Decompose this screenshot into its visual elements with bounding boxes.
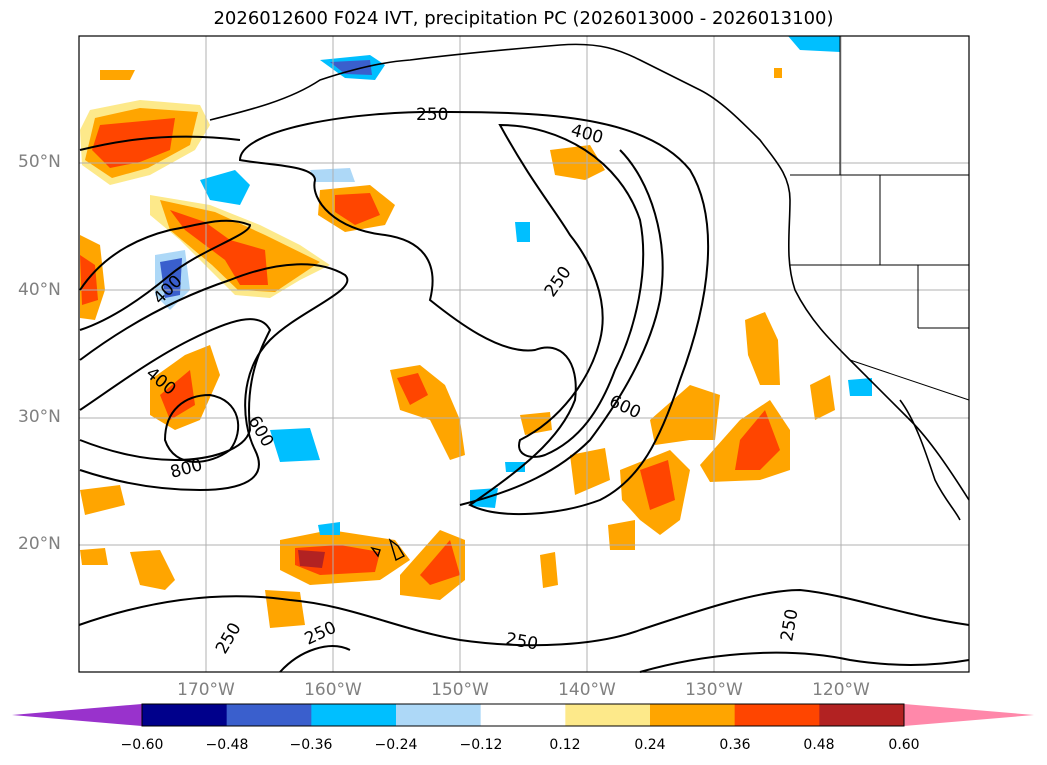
colorbar-tick: 0.12 xyxy=(549,737,581,753)
precip-positive-shading xyxy=(80,68,835,628)
map-gridlines xyxy=(79,36,969,672)
lon-label-120w: 120°W xyxy=(812,680,870,700)
colorbar-tick: 0.24 xyxy=(634,737,666,753)
colorbar-tick: 0.48 xyxy=(803,737,835,753)
colorbar-segment xyxy=(311,704,397,726)
map-frame xyxy=(78,35,970,673)
lon-label-170w: 170°W xyxy=(177,680,235,700)
colorbar-tick: 0.36 xyxy=(719,737,751,753)
colorbar-extend-low xyxy=(12,704,142,726)
colorbar-tick: 0.60 xyxy=(888,737,920,753)
colorbar-segment xyxy=(650,704,736,726)
colorbar-segment xyxy=(396,704,482,726)
colorbar-segment xyxy=(226,704,312,726)
map-title: 2026012600 F024 IVT, precipitation PC (2… xyxy=(213,8,834,29)
colorbar-tick: −0.48 xyxy=(205,737,249,753)
state-borders xyxy=(790,36,970,401)
lon-label-150w: 150°W xyxy=(431,680,489,700)
ivt-contours xyxy=(78,110,970,673)
colorbar-segment xyxy=(734,704,820,726)
precip-negative-shading xyxy=(155,36,872,535)
hawaii-islands xyxy=(370,538,405,561)
colorbar-tick: −0.12 xyxy=(459,737,503,753)
colorbar-segment xyxy=(142,704,228,726)
colorbar-tick: −0.60 xyxy=(120,737,164,753)
colorbar-segment xyxy=(819,704,905,726)
map-panel xyxy=(79,36,969,672)
lon-label-160w: 160°W xyxy=(304,680,362,700)
lat-label-50n: 50°N xyxy=(18,152,61,172)
colorbar-segment xyxy=(480,704,566,726)
lat-label-30n: 30°N xyxy=(18,407,61,427)
lon-label-140w: 140°W xyxy=(558,680,616,700)
colorbar xyxy=(12,703,1034,727)
lat-label-40n: 40°N xyxy=(18,280,61,300)
lon-label-130w: 130°W xyxy=(685,680,743,700)
colorbar-tick: −0.36 xyxy=(289,737,333,753)
contour-label-250-a: 250 xyxy=(416,105,448,125)
colorbar-tick: −0.24 xyxy=(374,737,418,753)
colorbar-extend-high xyxy=(904,704,1034,726)
lat-label-20n: 20°N xyxy=(18,534,61,554)
coastlines xyxy=(209,43,970,521)
colorbar-segment xyxy=(565,704,651,726)
